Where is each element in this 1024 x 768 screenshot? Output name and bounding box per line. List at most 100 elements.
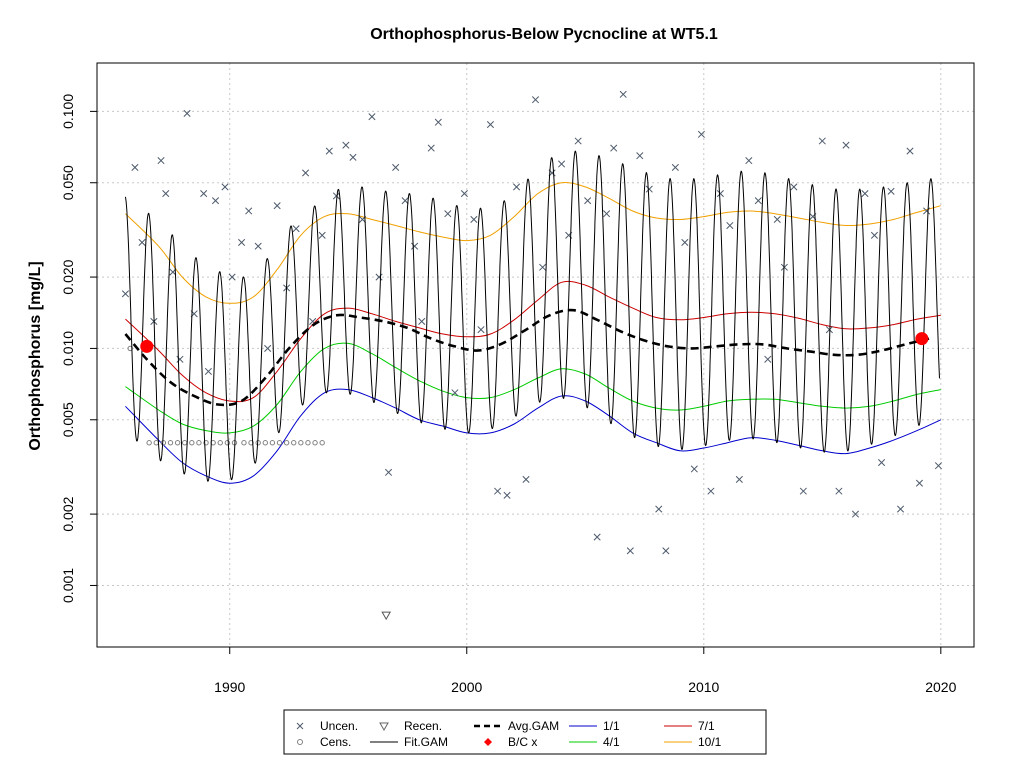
uncensored-point-stroke-b [636, 152, 644, 160]
uncensored-point-stroke-b [934, 462, 942, 470]
legend-item-recen-: Recen. [379, 719, 442, 733]
uncensored-point [131, 163, 139, 172]
uncensored-point-stroke-b [368, 113, 376, 121]
uncensored-point-stroke-b [211, 197, 220, 205]
uncensored-point-stroke-b [325, 147, 333, 155]
uncensored-point [671, 163, 679, 172]
y-tick-label: 0.005 [60, 402, 76, 437]
uncensored-point [211, 197, 220, 205]
uncensored-point-stroke-b [558, 160, 566, 168]
uncensored-point [923, 207, 931, 215]
fit-gam-line [124, 150, 940, 482]
bc-markers [140, 332, 929, 353]
uncensored-point-stroke-b [444, 210, 452, 218]
uncensored-point [716, 190, 724, 198]
uncensored-point [138, 238, 146, 246]
censored-point [224, 440, 231, 446]
uncensored-point-stroke-b [375, 273, 383, 281]
y-tick-label: 0.002 [60, 496, 76, 531]
uncensored-point-stroke-b [392, 163, 400, 172]
uncensored-point-stroke-b [245, 207, 253, 215]
uncensored-point [121, 290, 129, 298]
uncensored-point [558, 160, 566, 168]
uncensored-point [818, 137, 826, 145]
uncensored-point [934, 462, 942, 470]
legend-item-b-c-x: B/C x [484, 735, 537, 749]
uncensored-point-stroke-b [238, 238, 246, 246]
uncensored-point [539, 263, 547, 271]
uncensored-point [878, 458, 886, 467]
uncensored-point-stroke-b [477, 326, 485, 334]
uncensored-point [325, 147, 333, 155]
censored-point [174, 440, 181, 446]
legend-box [283, 709, 767, 755]
uncensored-point-stroke-b [318, 231, 326, 239]
uncensored-point [531, 96, 540, 104]
uncensored-point-stroke-b [451, 389, 459, 397]
legend-symbol [379, 722, 389, 732]
legend-item-avg-gam: Avg.GAM [474, 719, 559, 733]
series-line-7-1 [125, 280, 941, 403]
censored-point [298, 440, 304, 446]
uncensored-point-stroke-b [887, 187, 895, 195]
recensored-point [381, 611, 392, 621]
uncensored-point-stroke-b [342, 141, 350, 149]
legend-item-cens-: Cens. [297, 735, 351, 749]
uncensored-point-stroke-b [427, 144, 435, 152]
bc-marker [140, 339, 154, 353]
uncensored-point-stroke-b [584, 197, 592, 205]
uncensored-point [183, 109, 191, 118]
uncensored-point-stroke-b [401, 197, 409, 205]
legend-symbol [484, 738, 492, 746]
bc-marker [915, 332, 929, 346]
uncensored-point-stroke-b [418, 317, 426, 325]
uncensored-point-stroke-b [332, 192, 340, 200]
y-axis: 0.001 0.002 0.005 0.010 0.020 0.050 0.100 [60, 94, 98, 603]
legend-label: Uncen. [320, 719, 358, 733]
uncensored-point [773, 215, 781, 224]
uncensored-point [451, 389, 459, 397]
uncensored-point [264, 344, 272, 352]
uncensored-point [726, 221, 734, 230]
uncensored-point-stroke-b [655, 505, 663, 513]
uncensored-point [401, 197, 409, 205]
uncensored-point-stroke-b [851, 510, 860, 518]
uncensored-point-stroke-b [183, 109, 191, 118]
uncensored-point-stroke-b [707, 487, 715, 495]
uncensored-point [411, 242, 419, 250]
uncensored-point [512, 183, 521, 191]
uncensored-point [342, 141, 350, 149]
censored-point [262, 440, 268, 446]
uncensored-point-stroke-b [254, 242, 262, 250]
legend-label: Cens. [320, 735, 351, 749]
uncensored-point-stroke-b [773, 215, 781, 224]
uncensored-point [896, 505, 905, 513]
uncensored-point [477, 326, 485, 334]
uncensored-point-stroke-b [626, 547, 634, 555]
legend-label: B/C x [508, 735, 537, 749]
uncensored-point-stroke-b [574, 137, 582, 145]
uncensored-point-stroke-b [915, 479, 924, 487]
uncensored-point-stroke-b [818, 137, 826, 145]
uncensored-point [444, 210, 452, 218]
uncensored-point-stroke-b [539, 263, 547, 271]
uncensored-point-stroke-b [861, 190, 869, 198]
chart-title: Orthophosphorus-Below Pycnocline at WT5.… [370, 26, 718, 43]
uncensored-point-stroke-b [923, 207, 931, 215]
uncensored-point [645, 185, 653, 193]
censored-point [312, 440, 318, 446]
avg-gam-line [124, 308, 930, 407]
uncensored-point-stroke-b [204, 367, 212, 375]
uncensored-point-stroke-b [610, 144, 618, 152]
uncensored-point [460, 190, 468, 198]
uncensored-point [655, 505, 663, 513]
uncensored-point [636, 152, 644, 160]
y-tick-label: 0.020 [60, 259, 76, 294]
censored-point [146, 440, 152, 446]
uncensored-point [842, 141, 850, 149]
uncensored-point [392, 163, 400, 172]
censored-point [241, 440, 247, 446]
uncensored-point-stroke-b [603, 210, 611, 218]
uncensored-point-stroke-b [835, 487, 843, 495]
legend-symbol [296, 722, 304, 730]
